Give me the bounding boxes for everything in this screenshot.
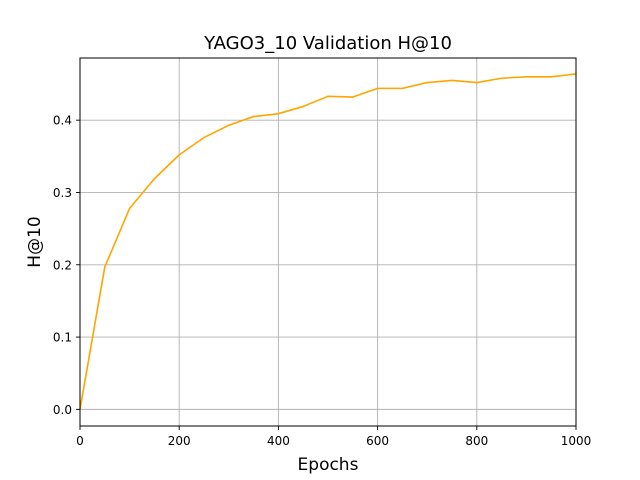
x-tick-label: 800 (465, 434, 488, 448)
x-tick-label: 1000 (561, 434, 592, 448)
data-point (500, 77, 503, 80)
x-tick-label: 200 (168, 434, 191, 448)
y-tick-label: 0.1 (53, 331, 72, 345)
data-point (228, 124, 230, 127)
x-tick-label: 0 (76, 434, 84, 448)
plot-frame (79, 57, 577, 427)
y-tick-label: 0.2 (53, 258, 72, 272)
data-point (525, 75, 528, 78)
data-point (128, 207, 131, 210)
data-point (203, 136, 205, 139)
data-point (327, 95, 329, 98)
x-tick-label: 600 (366, 434, 389, 448)
x-tick-label: 400 (267, 434, 290, 448)
y-tick-label: 0.0 (53, 403, 72, 417)
data-point (252, 115, 255, 118)
data-point (352, 96, 354, 98)
data-point (550, 75, 552, 78)
data-point (476, 81, 478, 84)
data-point (401, 87, 404, 90)
y-tick-label: 0.3 (53, 186, 72, 200)
data-point (451, 79, 453, 82)
data-point (104, 266, 106, 268)
chart-title: YAGO3_10 Validation H@10 (203, 33, 452, 54)
data-point (277, 112, 280, 115)
y-tick-label: 0.4 (53, 114, 72, 128)
y-axis-ticks: 0.0 0.1 0.2 0.3 0.4 (53, 114, 80, 417)
data-point (153, 177, 156, 180)
data-point (302, 105, 305, 108)
data-point (376, 87, 379, 90)
y-axis-label: H@10 (25, 216, 45, 267)
data-point (426, 81, 429, 84)
x-axis-ticks: 0 200 400 600 800 1000 (76, 426, 591, 448)
data-point (178, 154, 180, 156)
x-axis-label: Epochs (298, 455, 359, 475)
